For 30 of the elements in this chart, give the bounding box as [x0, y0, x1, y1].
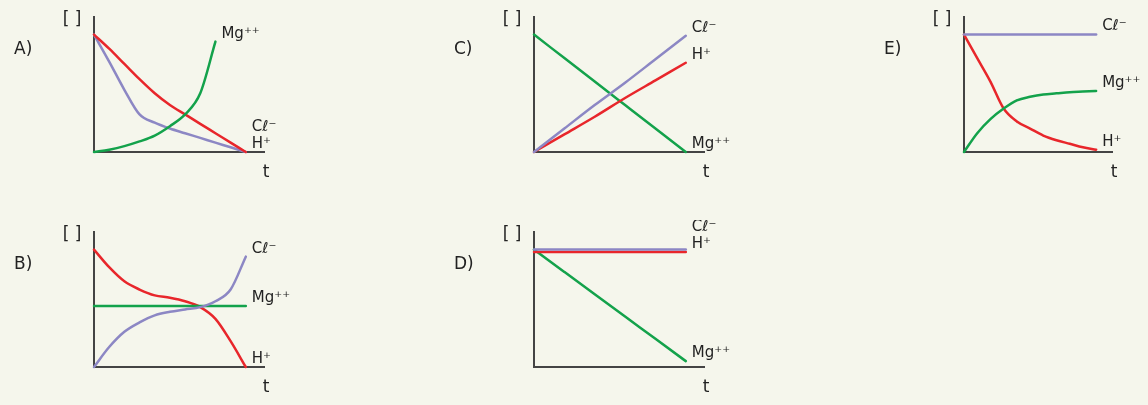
- y-axis-title: [ ]: [932, 8, 952, 29]
- chart-title: A): [14, 38, 33, 59]
- series-label: H⁺: [251, 348, 271, 367]
- chart-title: B): [14, 253, 33, 274]
- series-label: Mg⁺⁺: [1102, 72, 1141, 91]
- series-label: Mg⁺⁺: [691, 133, 731, 152]
- series-label: Mg⁺⁺: [251, 287, 291, 306]
- series-label: Cℓ⁻: [251, 238, 277, 257]
- series-label: H⁺: [251, 133, 271, 152]
- series-label: H⁺: [1102, 131, 1122, 150]
- series-label: Cℓ⁻: [251, 116, 277, 135]
- chart-title: D): [454, 253, 474, 274]
- series-label: H⁺: [691, 44, 711, 63]
- chart-title: C): [454, 38, 473, 59]
- y-axis-title: [ ]: [502, 8, 522, 29]
- x-axis-title: t: [262, 375, 270, 396]
- series-label: Cℓ⁻: [691, 216, 717, 235]
- chart-title: E): [884, 38, 902, 59]
- y-axis-title: [ ]: [62, 8, 82, 29]
- x-axis-title: t: [702, 160, 710, 181]
- series-label: Cℓ⁻: [691, 17, 717, 36]
- x-axis-title: t: [262, 160, 270, 181]
- y-axis-title: [ ]: [502, 223, 522, 244]
- series-label: Mg⁺⁺: [691, 343, 731, 362]
- y-axis-title: [ ]: [62, 223, 82, 244]
- x-axis-title: t: [1110, 160, 1118, 181]
- series-label: Mg⁺⁺: [221, 23, 260, 42]
- x-axis-title: t: [702, 375, 710, 396]
- series-label: H⁺: [691, 233, 711, 252]
- series-label: Cℓ⁻: [1102, 16, 1127, 35]
